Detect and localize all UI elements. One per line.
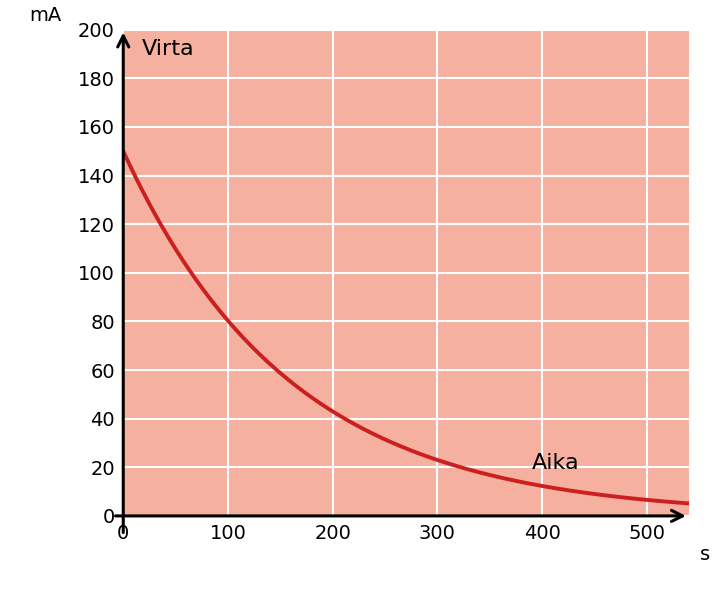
- Text: Aika: Aika: [531, 452, 579, 473]
- Text: Virta: Virta: [142, 39, 195, 59]
- Text: mA: mA: [29, 6, 61, 25]
- Text: s: s: [700, 545, 710, 564]
